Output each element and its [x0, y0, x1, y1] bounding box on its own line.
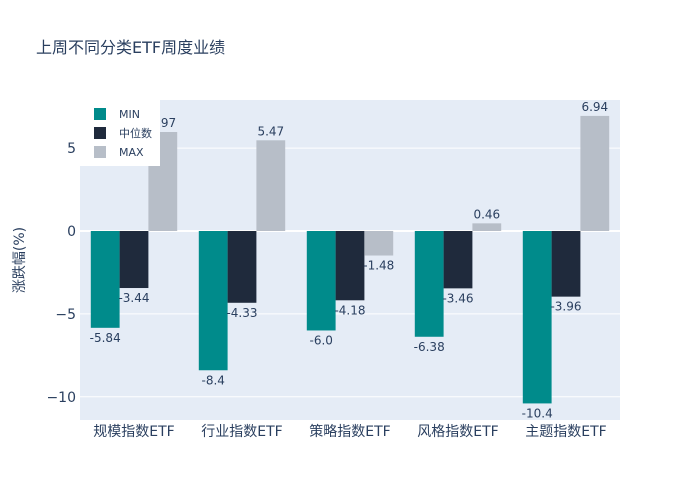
data-label: -3.46	[442, 291, 473, 305]
data-label: 6.94	[581, 100, 608, 114]
x-tick-label: 主题指数ETF	[525, 424, 606, 440]
bar	[364, 230, 394, 256]
bar	[443, 230, 473, 289]
bar	[472, 223, 502, 231]
y-tick-label: 5	[67, 141, 76, 157]
legend-label[interactable]: MAX	[119, 146, 144, 159]
data-label: -3.96	[550, 300, 581, 314]
bar	[119, 230, 149, 289]
legend-swatch	[94, 108, 106, 120]
data-label: -6.38	[414, 340, 445, 354]
data-label: -4.18	[334, 303, 365, 317]
bar	[551, 230, 581, 297]
y-tick-label: −5	[55, 307, 76, 323]
legend-label[interactable]: MIN	[119, 108, 140, 121]
bar	[90, 230, 120, 328]
y-axis-title: 涨跌幅(%)	[12, 227, 28, 293]
legend-swatch	[94, 146, 106, 158]
chart-title: 上周不同分类ETF周度业绩	[36, 38, 226, 57]
y-tick-label: 0	[67, 224, 76, 240]
y-tick-label: −10	[46, 390, 76, 406]
bar	[580, 115, 610, 231]
bar	[227, 230, 257, 303]
bar	[522, 230, 552, 404]
legend-swatch	[94, 127, 106, 139]
data-label: -10.4	[522, 406, 553, 420]
bar	[306, 230, 336, 331]
data-label: -5.84	[90, 331, 121, 345]
data-label: -8.4	[201, 373, 224, 387]
legend-box	[80, 100, 160, 166]
x-tick-label: 风格指数ETF	[417, 424, 498, 440]
x-tick-label: 策略指数ETF	[309, 423, 390, 440]
data-label: 5.47	[257, 124, 284, 138]
data-label: 0.46	[473, 207, 500, 221]
bar	[414, 230, 444, 337]
bar	[335, 230, 365, 301]
x-tick-label: 规模指数ETF	[93, 424, 174, 440]
data-label: -1.48	[363, 259, 394, 273]
bar	[256, 140, 286, 231]
data-label: -6.0	[309, 333, 332, 347]
data-label: -3.44	[118, 291, 149, 305]
legend-label[interactable]: 中位数	[119, 126, 152, 140]
bar	[198, 230, 228, 371]
data-label: -4.33	[226, 306, 257, 320]
x-tick-label: 行业指数ETF	[201, 424, 282, 440]
